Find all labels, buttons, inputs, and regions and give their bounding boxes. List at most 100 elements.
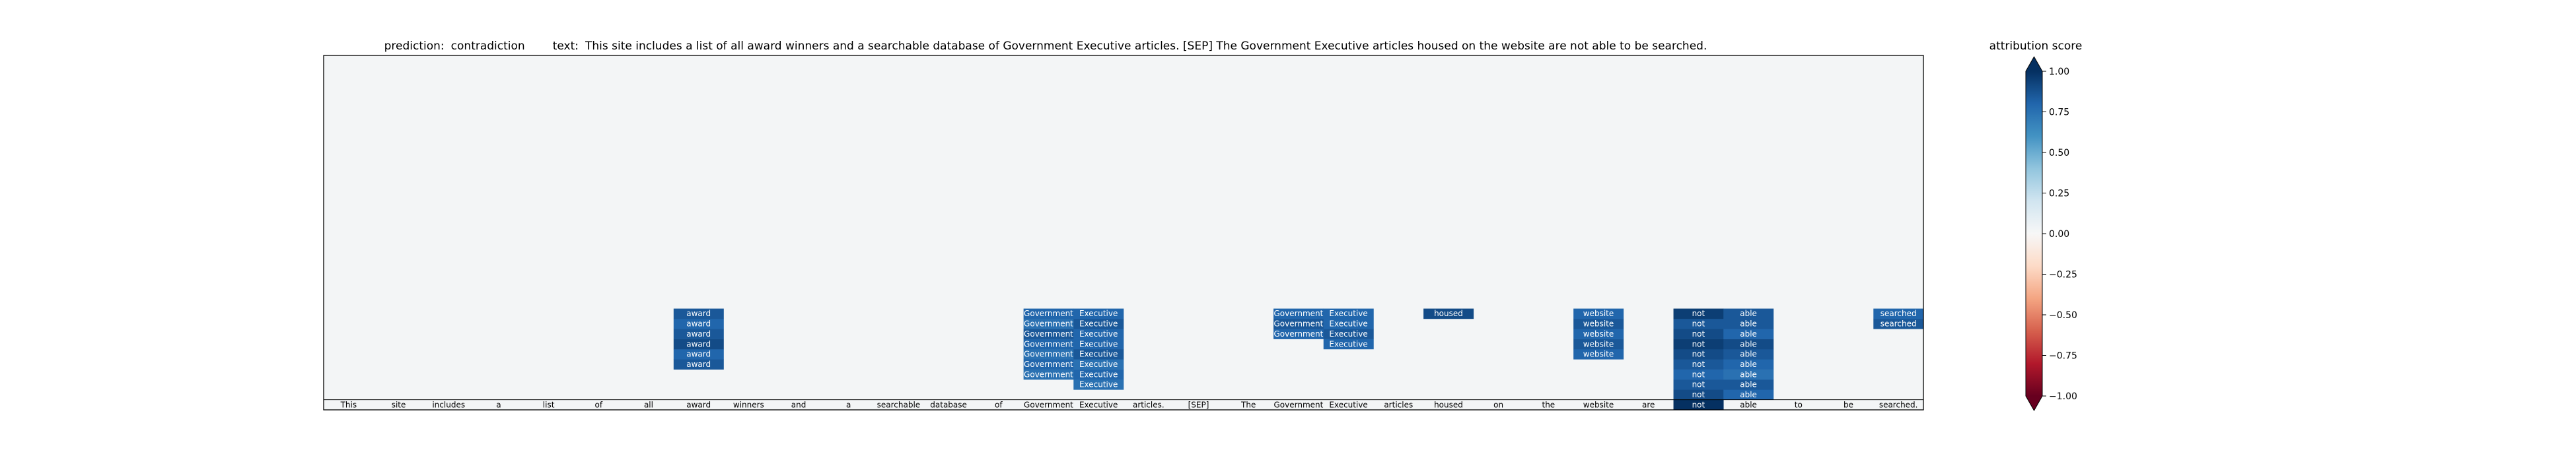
heatmap-cell	[1023, 318, 1074, 329]
colorbar-tick-label: 0.25	[2049, 189, 2069, 199]
cell-token-label: Executive	[1079, 329, 1118, 339]
heatmap-cell	[1023, 359, 1074, 370]
cell-token-label: able	[1740, 329, 1757, 339]
token-label: Government	[1024, 400, 1073, 409]
cell-token-label: Government	[1273, 329, 1323, 339]
colorbar-tick-label: 0.75	[2049, 108, 2069, 118]
token-label: articles.	[1133, 400, 1164, 409]
heatmap-cell	[1673, 329, 1724, 339]
token-label: website	[1583, 400, 1614, 409]
heatmap-cell	[1673, 369, 1724, 380]
cell-token-label: award	[686, 350, 711, 359]
heatmap-cell	[1873, 308, 1924, 319]
heatmap-cell	[1723, 348, 1774, 360]
heatmap-cell	[1673, 339, 1724, 350]
heatmap-cell	[1573, 329, 1624, 339]
cell-token-label: able	[1740, 319, 1757, 329]
heatmap-cell	[673, 348, 724, 360]
heatmap-cell	[1073, 379, 1124, 390]
heatmap-cell	[1673, 399, 1724, 411]
cell-token-label: not	[1692, 329, 1705, 339]
heatmap-cell	[1673, 348, 1724, 360]
token-label: [SEP]	[1188, 400, 1209, 409]
heatmap-cell	[1073, 308, 1124, 319]
cell-token-label: not	[1692, 350, 1705, 359]
token-label: on	[1493, 400, 1503, 409]
token-label: able	[1740, 400, 1757, 409]
cell-token-label: able	[1740, 339, 1757, 348]
cell-token-label: award	[686, 309, 711, 318]
token-label: award	[686, 400, 711, 409]
cell-token-label: able	[1740, 360, 1757, 369]
cell-token-label: not	[1692, 319, 1705, 329]
heatmap-cell	[1573, 308, 1624, 319]
heatmap-cell	[1723, 389, 1774, 400]
cell-token-label: Government	[1024, 319, 1073, 329]
cell-token-label: website	[1583, 309, 1614, 318]
cell-token-label: award	[686, 329, 711, 339]
token-label: be	[1843, 400, 1853, 409]
cell-token-label: Executive	[1079, 339, 1118, 348]
cell-token-label: not	[1692, 309, 1705, 318]
cell-token-label: Executive	[1329, 329, 1367, 339]
heatmap-cell	[1023, 329, 1074, 339]
heatmap-cell	[1323, 308, 1374, 319]
heatmap-cell	[1073, 369, 1124, 380]
chart-title: prediction: contradiction text: This site i…	[384, 40, 1707, 53]
cell-token-label: Government	[1273, 309, 1323, 318]
heatmap-cell	[1073, 339, 1124, 350]
heatmap: awardawardawardawardawardawardGovernment…	[323, 55, 1924, 411]
cell-token-label: not	[1692, 360, 1705, 369]
heatmap-cell	[673, 339, 724, 350]
colorbar-tick-label: 0.50	[2049, 148, 2069, 158]
token-label: This	[340, 400, 357, 409]
heatmap-cell	[1273, 318, 1324, 329]
heatmap-cell	[1023, 369, 1074, 380]
heatmap-cell	[1273, 308, 1324, 319]
cell-token-label: able	[1740, 350, 1757, 359]
cell-token-label: Executive	[1079, 370, 1118, 379]
cell-token-label: Executive	[1079, 309, 1118, 318]
cell-token-label: Executive	[1329, 319, 1367, 329]
token-label: list	[543, 400, 555, 409]
heatmap-cell	[1723, 339, 1774, 350]
heatmap-cell	[1023, 308, 1074, 319]
cell-token-label: award	[686, 360, 711, 369]
colorbar-min-extend	[2026, 396, 2042, 411]
prediction-label: prediction:	[384, 40, 445, 53]
cell-token-label: not	[1692, 370, 1705, 379]
cell-token-label: website	[1583, 329, 1614, 339]
cell-token-label: Executive	[1079, 350, 1118, 359]
cell-token-label: not	[1692, 380, 1705, 389]
heatmap-cell	[1323, 339, 1374, 350]
cell-token-label: Executive	[1079, 380, 1118, 389]
cell-token-label: searched	[1880, 319, 1917, 329]
heatmap-cell	[1723, 329, 1774, 339]
token-label: and	[791, 400, 806, 409]
heatmap-cell	[1423, 308, 1474, 319]
colorbar-max-extend	[2026, 57, 2042, 71]
heatmap-cell	[673, 359, 724, 370]
cell-token-label: Executive	[1079, 319, 1118, 329]
heatmap-cell	[1673, 308, 1724, 319]
colorbar-tick-label: −0.75	[2049, 351, 2077, 362]
cell-token-label: Executive	[1329, 339, 1367, 348]
token-label: of	[995, 400, 1003, 409]
token-label: searched.	[1879, 400, 1918, 409]
token-label: all	[644, 400, 653, 409]
cell-token-label: Government	[1273, 319, 1323, 329]
cell-token-label: not	[1692, 390, 1705, 399]
colorbar-tick-label: −1.00	[2049, 391, 2077, 402]
token-label: database	[930, 400, 967, 409]
heatmap-cell	[1723, 359, 1774, 370]
heatmap-cell	[1723, 379, 1774, 390]
cell-token-label: website	[1583, 350, 1614, 359]
cell-token-label: able	[1740, 380, 1757, 389]
token-label: to	[1795, 400, 1803, 409]
heatmap-cell	[1673, 389, 1724, 400]
colorbar: attribution score 1.00 0.75 0.50 0.25 0.00 −0…	[1989, 40, 2082, 412]
cell-token-label: website	[1583, 339, 1614, 348]
heatmap-cell	[673, 329, 724, 339]
heatmap-cell	[673, 318, 724, 329]
